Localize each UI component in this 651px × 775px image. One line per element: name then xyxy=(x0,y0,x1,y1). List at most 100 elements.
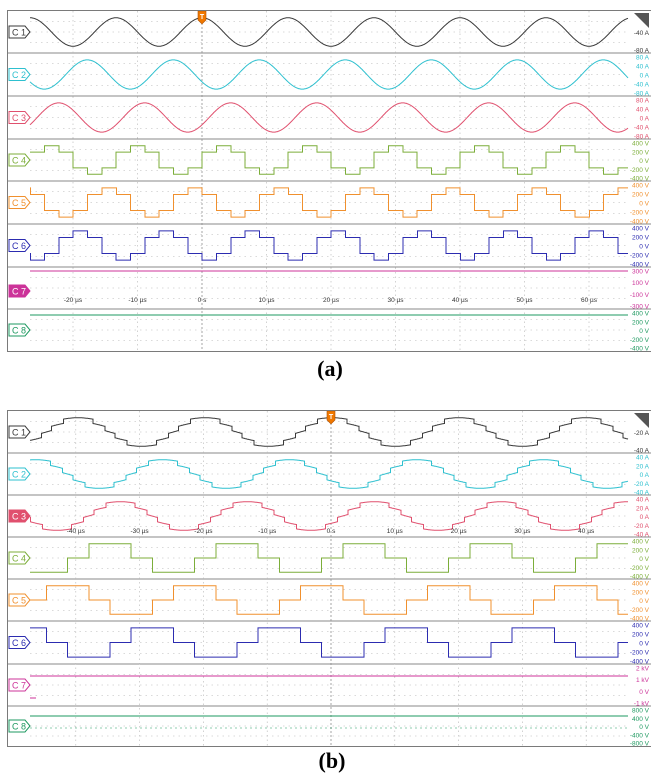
channel-name: C 6 xyxy=(12,241,26,251)
scale-label: 0 V xyxy=(639,556,649,563)
scale-label: 200 V xyxy=(632,192,650,199)
channel-tag-c3[interactable]: C 3 xyxy=(8,111,31,124)
channel-tag-c7[interactable]: C 7 xyxy=(8,284,31,298)
scale-label: -20 A xyxy=(634,523,650,530)
scale-label: 0 A xyxy=(640,116,650,123)
scale-label: 400 V xyxy=(632,311,650,318)
scale-label: -200 V xyxy=(630,565,650,572)
time-axis-label: 50 µs xyxy=(516,297,533,304)
corner-arrow-shape xyxy=(634,413,649,428)
scale-label: 0 V xyxy=(639,598,649,605)
channel-tag-shape xyxy=(8,284,31,298)
trace-c1 xyxy=(30,17,629,47)
scope-panel-b: C 10-20 A-40 AC 240 A20 A0 A-20 A-40 AC … xyxy=(7,410,651,747)
scale-label: 20 A xyxy=(636,505,650,512)
channel-tag-shape xyxy=(8,111,31,124)
scale-label: 0 V xyxy=(639,244,649,251)
scale-label: -400 V xyxy=(630,732,650,739)
channel-tag-c4[interactable]: C 4 xyxy=(8,153,31,167)
corner-arrow-icon[interactable] xyxy=(631,13,649,28)
scale-label: -400 V xyxy=(630,176,650,183)
scale-label: -800 V xyxy=(630,741,650,747)
scale-label: 40 A xyxy=(636,107,650,114)
scale-label: -200 V xyxy=(630,167,650,174)
channel-name: C 7 xyxy=(12,287,26,297)
trace-c3 xyxy=(30,501,628,531)
corner-arrow-icon[interactable] xyxy=(631,413,649,428)
figure-caption-a: (a) xyxy=(317,356,343,381)
channel-tag-c2[interactable]: C 2 xyxy=(8,68,31,81)
channel-tag-c8[interactable]: C 8 xyxy=(8,719,31,733)
scale-label: 400 V xyxy=(632,716,650,723)
scale-label: -400 V xyxy=(630,346,650,352)
scale-label: 80 A xyxy=(636,55,650,62)
trace-c5 xyxy=(30,187,628,218)
channel-tag-shape xyxy=(8,196,31,209)
scale-label: -200 V xyxy=(630,607,650,614)
scale-label: 0 A xyxy=(640,73,650,80)
scale-label: -40 A xyxy=(634,532,650,539)
scale-label: 0 V xyxy=(639,724,649,731)
time-axis-label: 30 µs xyxy=(387,297,404,304)
scale-label: 400 V xyxy=(632,581,650,588)
scale-label: 0 V xyxy=(639,641,649,648)
time-axis-label: 40 µs xyxy=(578,528,595,535)
scale-label: 0 V xyxy=(639,328,649,335)
trace-c2 xyxy=(29,59,629,90)
channel-tag-c5[interactable]: C 5 xyxy=(8,593,31,607)
trace-c6 xyxy=(30,627,628,658)
trigger-marker-shape xyxy=(326,411,336,425)
channel-tag-c1[interactable]: C 1 xyxy=(8,25,31,39)
channel-tag-shape xyxy=(8,239,31,252)
scope-panel-a: C 10-40 A-80 AC 280 A40 A0 A-40 A-80 AC … xyxy=(7,10,651,352)
scale-label: -40 A xyxy=(634,490,650,497)
channel-tag-c6[interactable]: C 6 xyxy=(8,636,31,649)
scale-label: -80 A xyxy=(634,91,650,98)
time-axis-label: -10 µs xyxy=(128,297,147,304)
scale-label: 400 V xyxy=(632,539,650,546)
trigger-marker-icon[interactable]: T xyxy=(326,411,336,425)
time-axis-label: 0 s xyxy=(327,528,336,535)
corner-arrow-stroke xyxy=(631,414,641,424)
scale-label: 200 V xyxy=(632,547,650,554)
trigger-marker-icon[interactable]: T xyxy=(197,11,207,25)
scale-label: -40 A xyxy=(634,82,650,89)
time-axis-label: 30 µs xyxy=(514,528,531,535)
scale-label: 20 A xyxy=(636,463,650,470)
channel-tag-shape xyxy=(8,678,31,692)
channel-tag-c5[interactable]: C 5 xyxy=(8,196,31,209)
channel-name: C 5 xyxy=(12,198,26,208)
channel-tag-c2[interactable]: C 2 xyxy=(8,467,31,481)
channel-tag-shape xyxy=(8,467,31,481)
scale-label: 40 A xyxy=(636,497,650,504)
channel-tag-c1[interactable]: C 1 xyxy=(8,425,31,439)
scale-label: 0 A xyxy=(640,472,650,479)
channel-tag-c8[interactable]: C 8 xyxy=(8,323,31,337)
scale-label: 40 A xyxy=(636,64,650,71)
channel-tag-c4[interactable]: C 4 xyxy=(8,551,31,565)
channel-tag-shape xyxy=(8,68,31,81)
channel-tag-shape xyxy=(8,719,31,733)
channel-tag-c7[interactable]: C 7 xyxy=(8,678,31,692)
scale-label: -200 V xyxy=(630,650,650,657)
channel-tag-c3[interactable]: C 3 xyxy=(8,509,31,523)
channel-tag-shape xyxy=(8,509,31,523)
time-axis-label: -30 µs xyxy=(130,528,149,535)
trigger-label: T xyxy=(200,14,205,21)
scale-label: 200 V xyxy=(632,149,650,156)
scale-label: 200 V xyxy=(632,235,650,242)
scale-label: 40 A xyxy=(636,455,650,462)
channel-tag-shape xyxy=(8,323,31,337)
scale-label: -80 A xyxy=(634,134,650,141)
time-axis-label: 40 µs xyxy=(452,297,469,304)
time-axis-label: 10 µs xyxy=(258,297,275,304)
corner-arrow-stroke xyxy=(631,14,641,24)
channel-tag-c6[interactable]: C 6 xyxy=(8,239,31,252)
channel-tag-shape xyxy=(8,636,31,649)
channel-name: C 8 xyxy=(12,722,26,732)
channel-name: C 6 xyxy=(12,638,26,648)
time-axis-label: -20 µs xyxy=(64,297,83,304)
scale-label: 0 V xyxy=(639,689,649,696)
scale-label: 2 kV xyxy=(636,666,650,673)
scale-label: 400 V xyxy=(632,226,650,233)
